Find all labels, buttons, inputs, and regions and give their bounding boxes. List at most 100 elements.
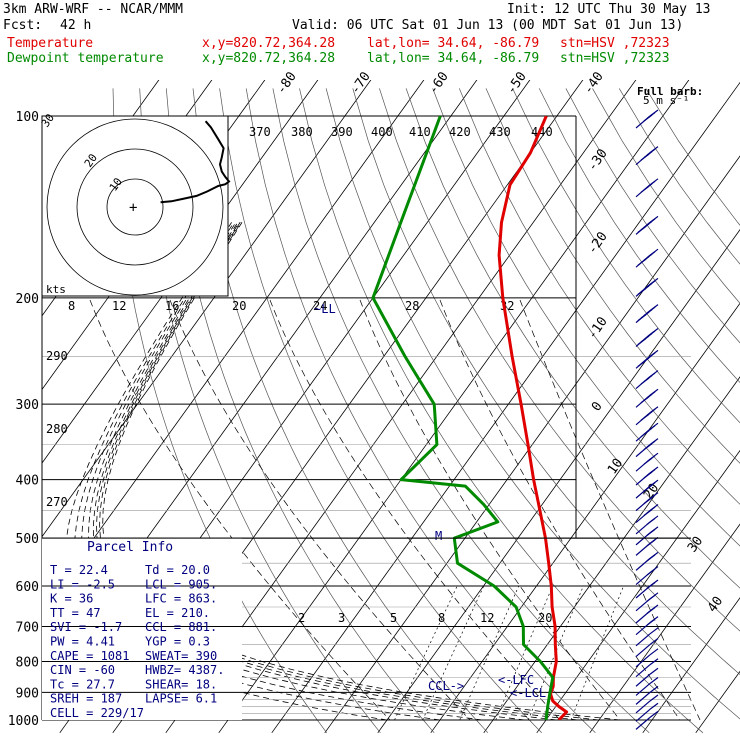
wind-barb [635, 215, 659, 235]
annotation-lfc: <-LFC [498, 673, 534, 687]
wind-barb [635, 658, 659, 678]
wind-barb [635, 592, 659, 612]
wind-barb-flag [646, 607, 656, 614]
isotherm-line [42, 80, 372, 538]
wind-barb [635, 422, 659, 442]
mixing-ratio-label: 12 [480, 611, 494, 625]
dry-adiabat-line [245, 88, 596, 734]
wind-barb-flag [646, 517, 656, 525]
mixing-ratio-label: 3 [338, 611, 345, 625]
theta-label: 420 [449, 125, 471, 139]
moist-adiabat-line [92, 222, 557, 721]
hodograph-frame [41, 115, 229, 297]
isotherm-label: 10 [605, 456, 626, 477]
wind-barb [635, 328, 659, 347]
wind-barb-flag [643, 484, 653, 492]
parcel-info-left: TT = 47 [50, 606, 101, 620]
isotherm-line [642, 597, 740, 734]
isotherm-line [42, 80, 319, 464]
isotherm-label: 30 [685, 534, 706, 555]
wind-barb-flag [637, 359, 647, 367]
isotherm-label: -30 [585, 146, 611, 174]
dry-adiabat-line [405, 88, 740, 589]
hodograph-trace [160, 120, 231, 204]
pressure-tick-label: 100 [16, 110, 39, 125]
wind-barb-flag [649, 685, 659, 693]
parcel-info-left: PW = 4.41 [50, 635, 115, 649]
hodograph-ring-label: 30 [39, 111, 57, 129]
wind-barb-flag [646, 528, 656, 536]
isotherm-label: -60 [426, 69, 452, 97]
theta-label: 280 [46, 422, 68, 436]
wind-barb-flag [640, 413, 650, 421]
wind-barb-staff [635, 716, 651, 730]
wind-barb-flag [637, 338, 647, 345]
dry-adiabat-line [538, 88, 740, 383]
wind-barb [635, 616, 659, 636]
speed-scale-label: 16 [165, 299, 179, 313]
pressure-tick-label: 600 [16, 580, 39, 595]
wind-barb [635, 248, 659, 268]
wind-barb [635, 694, 659, 714]
isotherm-line [536, 449, 740, 734]
wind-barb [635, 277, 659, 297]
wind-scale-value: 5 m s⁻¹ [643, 94, 689, 107]
wind-barb-flag [649, 627, 659, 635]
parcel-info-right: Td = 20.0 [145, 563, 210, 577]
wind-barb-flag [640, 377, 650, 385]
theta-label: 270 [46, 495, 68, 509]
isotherm-label: -40 [581, 69, 607, 97]
isotherm-label: 0 [589, 399, 606, 414]
wind-barb [635, 710, 659, 730]
parcel-info-right: HWBZ= 4387. [145, 663, 224, 677]
moist-adiabat-line [81, 222, 483, 721]
dry-adiabat-line [352, 88, 740, 676]
hodograph-ring [46, 118, 224, 296]
annotation-m: M [435, 529, 442, 543]
isotherm-label: -50 [504, 69, 530, 97]
speed-scale-label: 20 [232, 299, 246, 313]
dry-adiabat-line [272, 88, 650, 734]
wind-barb-flag [649, 702, 659, 710]
wind-barb-flag [643, 497, 653, 505]
wind-barb-staff [635, 654, 651, 668]
wind-barb-staff [635, 644, 651, 657]
hodograph-ring-label: 10 [107, 175, 125, 193]
mixing-ratio-label: 20 [538, 611, 552, 625]
hodograph-center-icon: + [129, 200, 137, 216]
wind-barb-flag [646, 539, 656, 547]
wind-barb-flag [643, 509, 653, 517]
wind-barb [635, 579, 659, 599]
parcel-info-left: K = 36 [50, 592, 93, 606]
wind-barb-flag [649, 710, 659, 718]
isotherm-label: -80 [274, 69, 300, 97]
speed-scale-label: 12 [112, 299, 126, 313]
hodograph-ring-label: 20 [82, 151, 100, 169]
wind-scale-title: Full barb: [637, 85, 703, 98]
isotherm-line [589, 523, 740, 734]
mixing-ratio-label: 5 [390, 611, 397, 625]
parcel-info-right: LFC = 863. [145, 592, 217, 606]
isotherm-line [324, 155, 740, 734]
wind-barb [635, 702, 659, 722]
init-time: Init: 12 UTC Thu 30 May 13 [507, 2, 711, 17]
speed-arc [519, 299, 701, 721]
theta-label: 410 [409, 125, 431, 139]
mixing-ratio-line [422, 585, 485, 721]
forecast-label: Fcst: [3, 18, 43, 33]
latlon-readout-temp: lat,lon= 34.64, -86.79 [367, 36, 540, 51]
mixing-ratio-line [570, 585, 624, 721]
wind-barb-flag [640, 185, 650, 193]
wind-barb-staff [635, 700, 651, 714]
wind-barb [635, 638, 659, 657]
wind-barb-flag [643, 471, 653, 479]
wind-barb [635, 492, 659, 512]
parcel-info-panel [42, 538, 242, 720]
isotherm-line [430, 302, 740, 734]
parcel-info-right: YGP = 0.3 [145, 635, 210, 649]
wind-barb [635, 566, 659, 586]
wind-barb [635, 627, 659, 647]
latlon-readout-dew: lat,lon= 34.64, -86.79 [367, 51, 540, 66]
wind-barb-flag [637, 258, 647, 266]
theta-label: 370 [249, 125, 271, 139]
